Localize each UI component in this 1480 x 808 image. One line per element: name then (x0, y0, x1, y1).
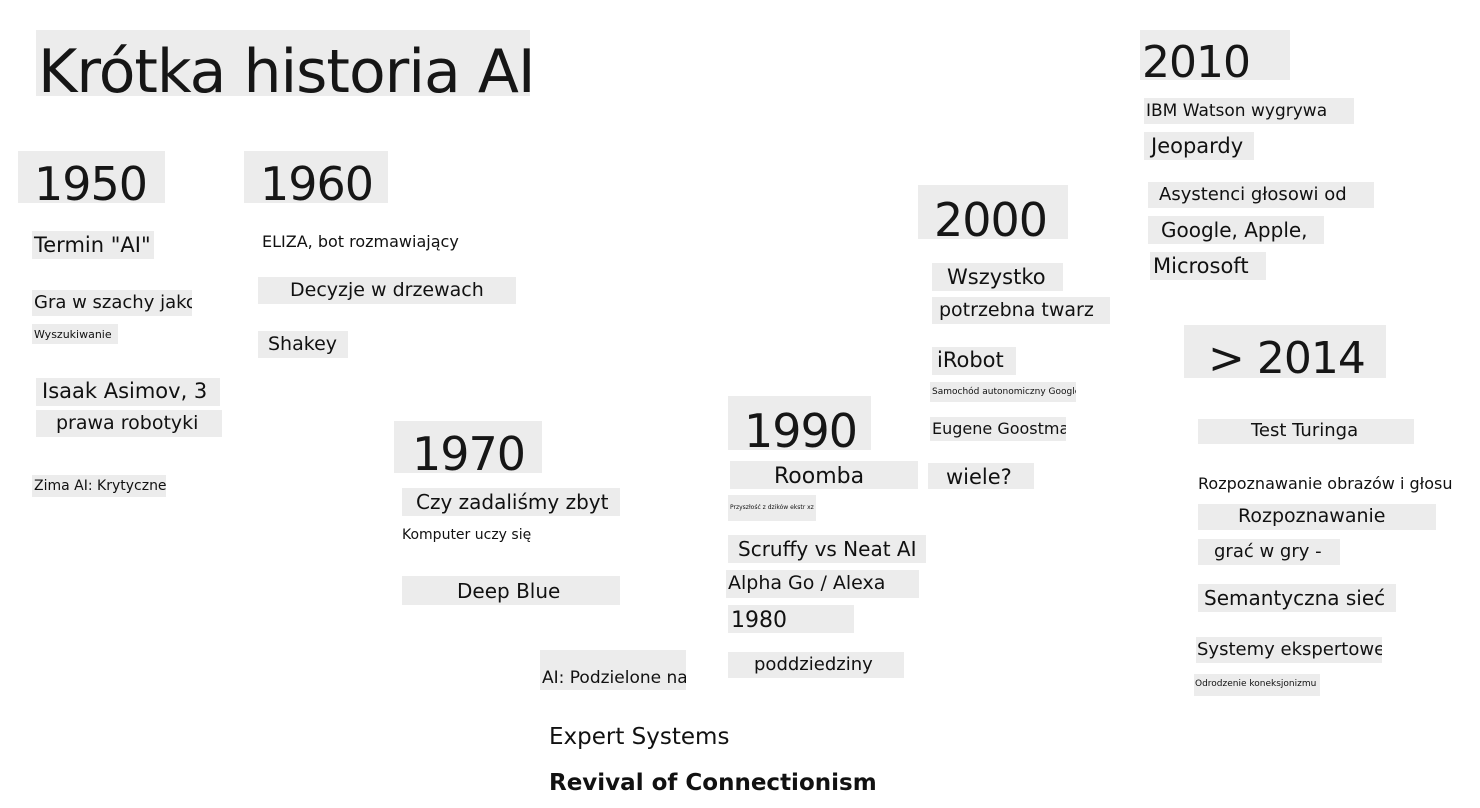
item-1990-alphago-alexa: Alpha Go / Alexa (726, 570, 919, 598)
item-1970-deep-blue: Deep Blue (402, 576, 620, 605)
footer-expert-systems: Expert Systems (549, 724, 730, 750)
item-2014-play-games: grać w gry - (1198, 539, 1340, 565)
item-2014-turing: Test Turinga (1198, 419, 1414, 444)
item-2000-google-car: Samochód autonomiczny Google (930, 382, 1076, 402)
item-1950-search: Wyszukiwanie (32, 324, 118, 344)
item-2010-jeopardy: Jeopardy (1144, 132, 1254, 160)
item-2014-recognition: Rozpoznawanie (1198, 504, 1436, 530)
item-2014-image-voice: Rozpoznawanie obrazów i głosu (1198, 474, 1453, 493)
item-1990-roomba: Roomba (730, 461, 918, 489)
item-2000-face-needed: potrzebna twarz (932, 297, 1110, 324)
item-2000-irobot: iRobot (932, 347, 1016, 375)
item-1990-subfields: poddziedziny (728, 652, 904, 678)
item-1990-tiny-note: Przyszłość z dzików ekstr xz (728, 495, 816, 521)
year-1990: 1990 (728, 396, 871, 450)
item-2010-voice-assistants: Asystenci głosowi od (1148, 182, 1374, 208)
item-1950-asimov: Isaak Asimov, 3 (36, 378, 220, 406)
item-2010-microsoft: Microsoft (1150, 252, 1266, 280)
item-1990-scruffy-neat: Scruffy vs Neat AI (728, 535, 926, 563)
year-1960: 1960 (244, 151, 388, 203)
item-2000-eugene: Eugene Goostman (930, 417, 1066, 441)
page-title: Krótka historia AI (36, 30, 530, 96)
item-2000-many: wiele? (928, 463, 1034, 489)
item-2014-expert-systems: Systemy ekspertowe (1196, 637, 1382, 663)
item-1950-robotics-laws: prawa robotyki (36, 410, 222, 437)
item-1950-term-ai: Termin "AI" (32, 231, 154, 259)
year-1950: 1950 (18, 151, 165, 203)
item-2000-everything: Wszystko (932, 263, 1063, 291)
item-2010-google-apple: Google, Apple, (1148, 216, 1324, 244)
item-1970-ask-too-much: Czy zadaliśmy zbyt (402, 488, 620, 516)
item-2014-connectionism-revival: Odrodzenie koneksjonizmu (1194, 674, 1320, 696)
item-1970-computer-learns: Komputer uczy się (402, 527, 532, 543)
year-1970: 1970 (394, 421, 542, 473)
item-1990-1980: 1980 (728, 605, 854, 633)
item-2014-semantic-net: Semantyczna sieć (1198, 584, 1396, 612)
item-1950-ai-winter: Zima AI: Krytyczne (32, 475, 166, 497)
item-1960-decision-trees: Decyzje w drzewach (258, 277, 516, 304)
item-2010-watson: IBM Watson wygrywa (1144, 98, 1354, 124)
item-1960-eliza: ELIZA, bot rozmawiający (262, 232, 459, 251)
footer-revival-connectionism: Revival of Connectionism (549, 770, 877, 796)
item-1960-shakey: Shakey (258, 331, 348, 358)
year-2014: > 2014 (1184, 325, 1386, 378)
item-1970-ai-split: AI: Podzielone na (540, 650, 686, 690)
year-2000: 2000 (918, 185, 1068, 239)
year-2010: 2010 (1140, 30, 1290, 80)
item-1950-chess: Gra w szachy jako (32, 290, 192, 316)
